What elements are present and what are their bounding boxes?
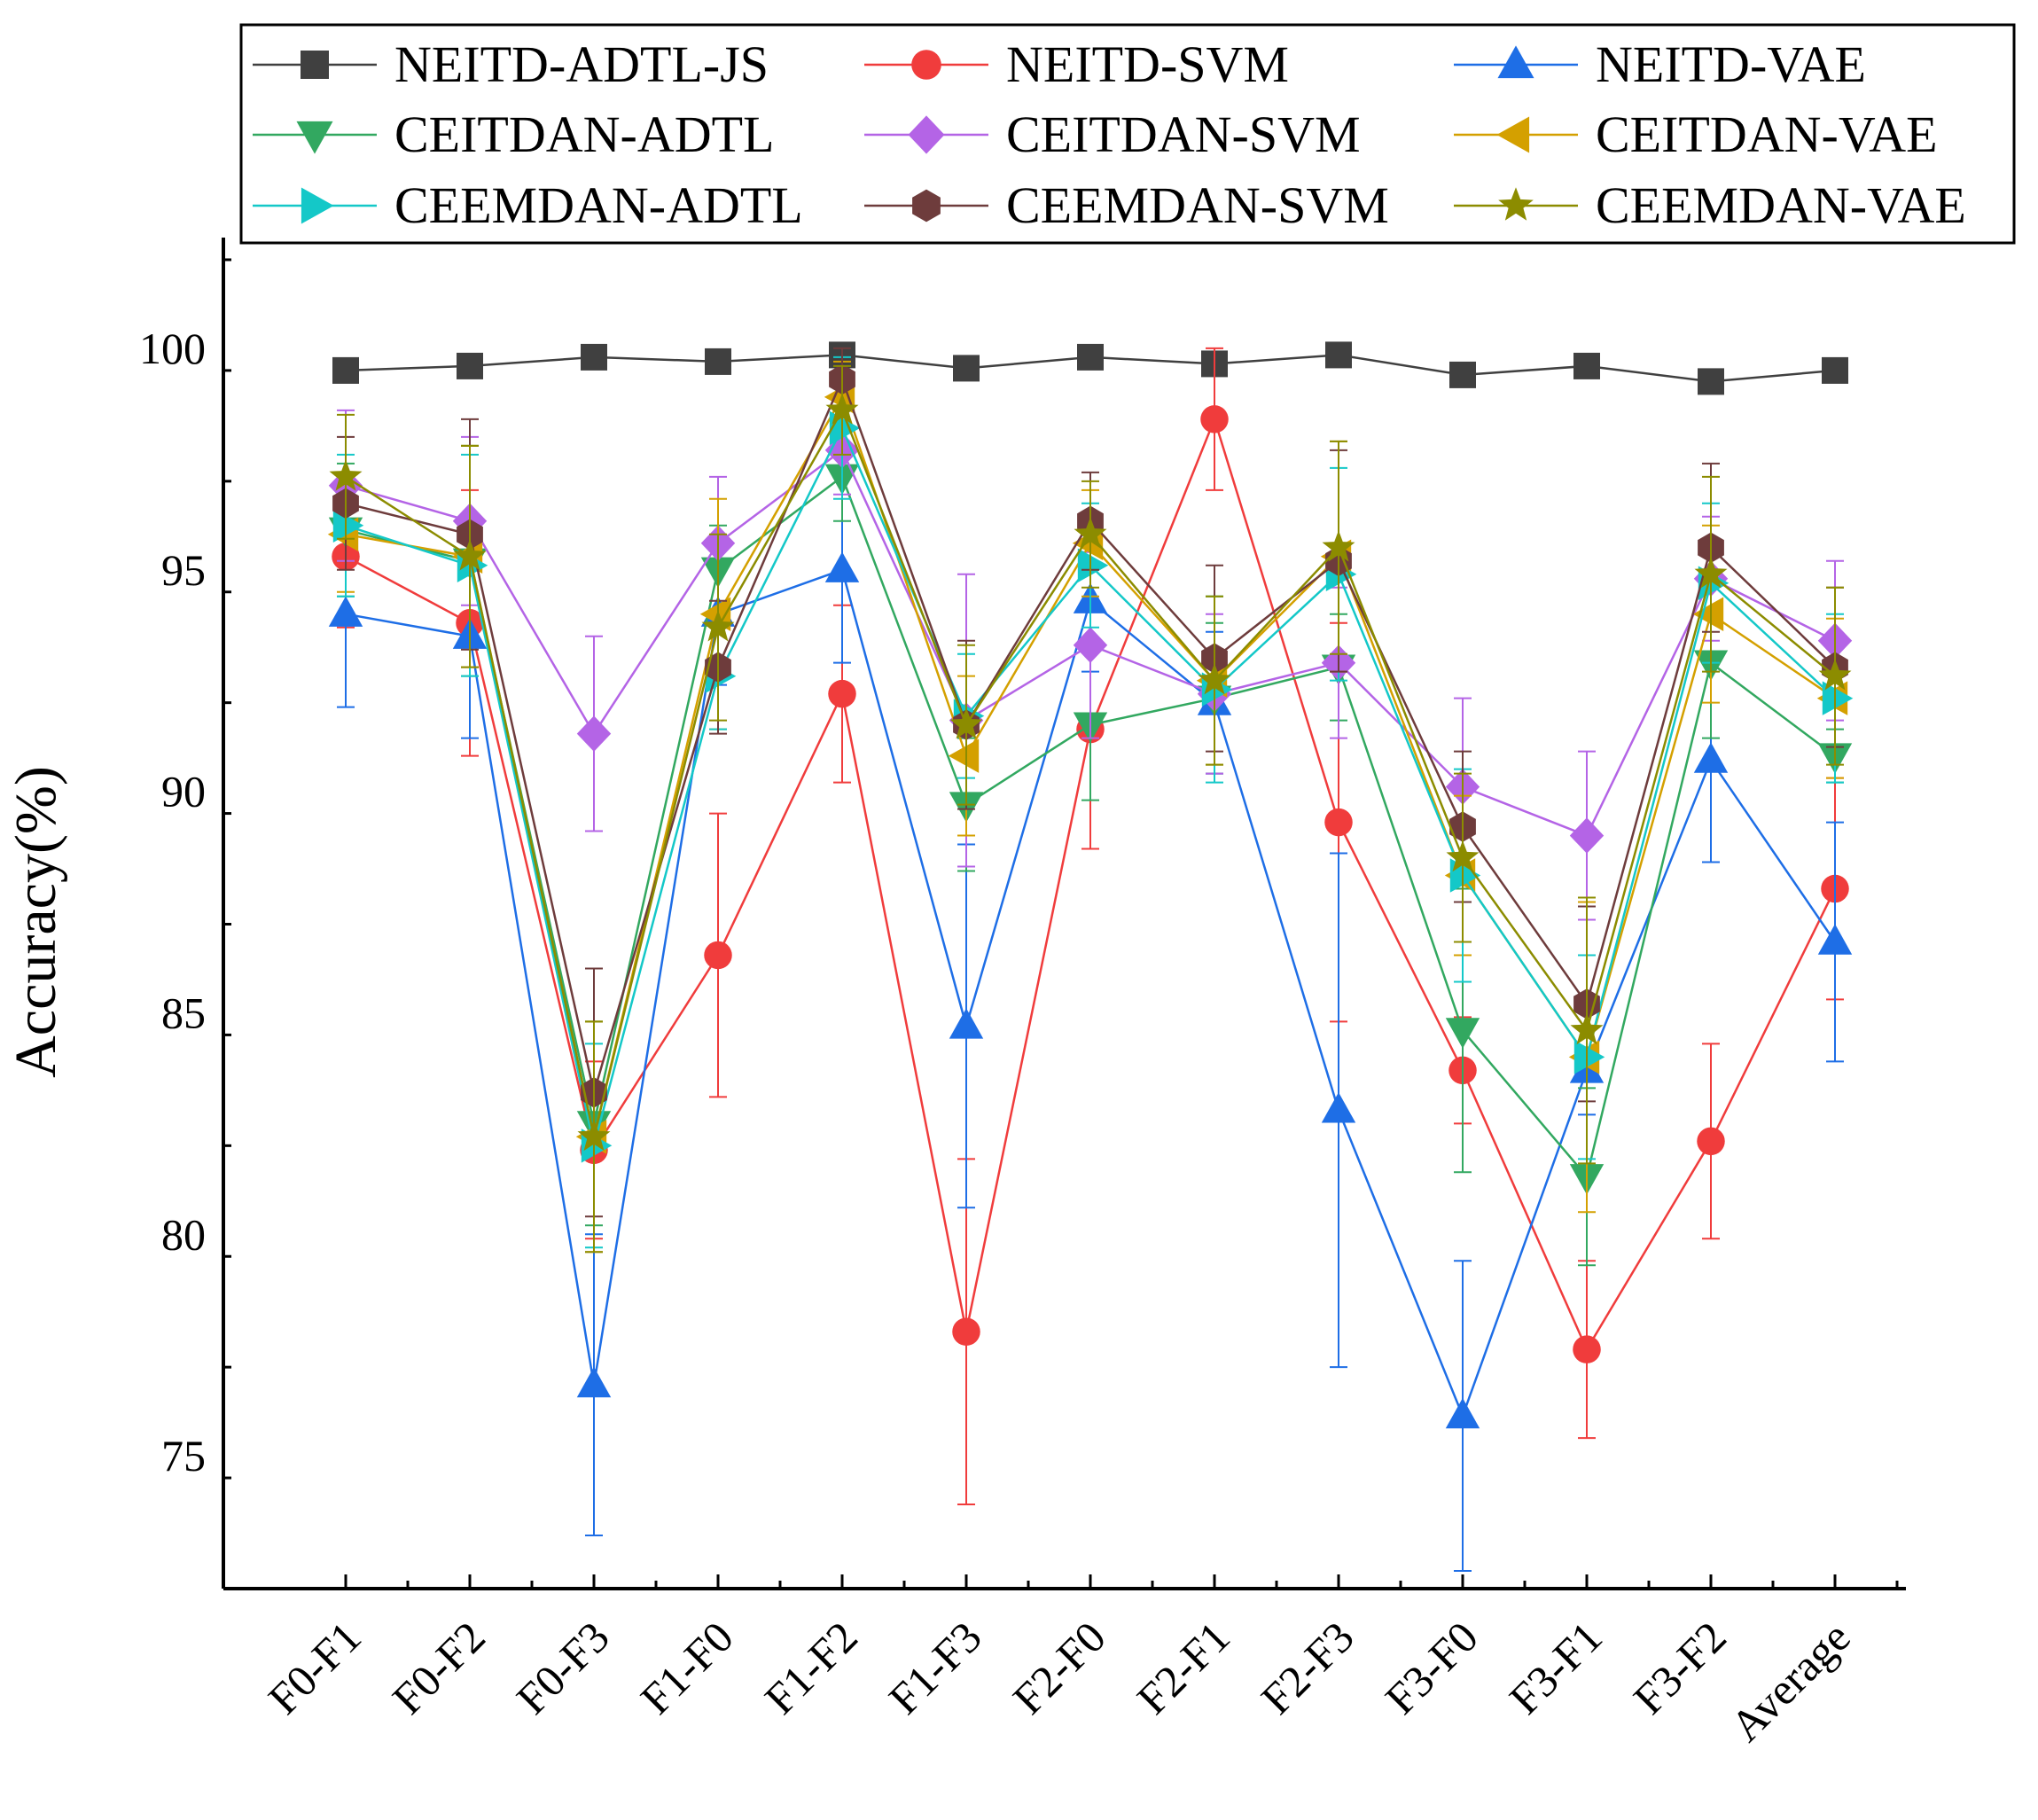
data-point (1573, 1335, 1601, 1363)
data-point (704, 941, 732, 970)
legend-marker (1497, 45, 1534, 79)
data-point (1322, 530, 1355, 562)
x-tick-label: F0-F2 (383, 1612, 495, 1723)
y-tick-label: 80 (161, 1209, 206, 1259)
x-tick-label: F2-F1 (1128, 1612, 1239, 1723)
data-point (1321, 1092, 1356, 1123)
legend-marker (1496, 116, 1530, 153)
data-point (824, 551, 860, 582)
x-tick-label: F0-F3 (507, 1612, 619, 1723)
x-tick-label: F2-F3 (1252, 1612, 1363, 1723)
y-tick-label: 75 (161, 1431, 206, 1480)
y-tick-label: 95 (161, 545, 206, 595)
data-point (1817, 924, 1853, 955)
data-point (1694, 557, 1728, 589)
y-tick-label: 90 (161, 767, 206, 816)
data-point (1198, 663, 1231, 695)
data-point (948, 738, 980, 773)
data-point (1569, 817, 1605, 854)
legend-label: CEITDAN-VAE (1596, 105, 1938, 163)
data-point (1445, 1397, 1480, 1429)
data-point (952, 1317, 980, 1346)
data-point (1074, 517, 1107, 549)
data-point (1697, 1127, 1725, 1156)
data-point (1818, 659, 1852, 691)
legend-marker (911, 50, 941, 80)
x-tick-label: F1-F0 (631, 1612, 743, 1723)
plot-layer (327, 341, 1854, 1573)
legend-marker (912, 189, 941, 223)
legend-label: NEITD-ADTL-JS (394, 35, 769, 93)
data-point (1822, 681, 1854, 715)
y-tick-label: 85 (161, 988, 206, 1037)
data-point (1698, 368, 1724, 395)
data-point (332, 356, 359, 384)
data-point (457, 352, 483, 379)
data-point (1200, 405, 1229, 434)
data-point (1446, 840, 1480, 872)
x-tick-label: F0-F1 (259, 1612, 371, 1723)
x-tick-label: F3-F0 (1376, 1612, 1488, 1723)
data-point (828, 679, 856, 708)
data-point (949, 1008, 984, 1039)
data-point (453, 539, 487, 571)
legend-label: NEITD-VAE (1596, 35, 1866, 93)
data-point (1573, 352, 1600, 379)
data-point (1693, 742, 1729, 773)
data-point (577, 1119, 611, 1152)
x-tick-label: F3-F2 (1624, 1612, 1736, 1723)
data-point (953, 355, 980, 382)
data-point (581, 343, 607, 371)
legend-label: NEITD-SVM (1006, 35, 1289, 93)
legend-marker (908, 115, 945, 154)
data-point (1692, 597, 1724, 631)
legend-box (239, 23, 2016, 245)
data-point (576, 1366, 612, 1398)
legend-label: CEITDAN-SVM (1006, 105, 1361, 163)
data-point (949, 707, 983, 739)
data-point (576, 715, 612, 752)
data-point (328, 596, 363, 627)
legend-label: CEEMDAN-ADTL (394, 176, 803, 234)
x-tick-label: F3-F1 (1500, 1612, 1612, 1723)
data-point (701, 610, 735, 642)
data-point (1073, 627, 1108, 663)
y-tick-label: 100 (139, 324, 206, 373)
data-point (825, 393, 859, 425)
series-ceemdan-vae (329, 364, 1852, 1254)
data-point (1077, 343, 1104, 371)
legend-label: CEEMDAN-SVM (1006, 176, 1389, 234)
data-point (1445, 1018, 1480, 1049)
data-point (705, 348, 731, 375)
data-point (1324, 808, 1353, 837)
x-tick-label: F1-F2 (755, 1612, 867, 1723)
legend-marker (301, 51, 329, 79)
x-tick-label: Average (1721, 1612, 1860, 1751)
x-tick-label: F1-F3 (879, 1612, 991, 1723)
data-point (1570, 1012, 1604, 1045)
legend-label: CEITDAN-ADTL (394, 105, 774, 163)
data-point (332, 508, 364, 543)
data-point (1822, 356, 1848, 384)
legend: NEITD-ADTL-JS NEITD-SVM NEITD-VAE CEITDAN-A… (239, 23, 2016, 245)
y-axis-label: Accuracy(%) (4, 766, 68, 1078)
series-neitd-adtl-js (332, 341, 1848, 395)
legend-marker (296, 121, 333, 154)
data-point (1573, 1040, 1605, 1074)
data-point (329, 459, 363, 491)
legend-marker (1498, 187, 1534, 221)
data-point (1077, 548, 1109, 582)
data-point (1325, 341, 1352, 369)
legend-label: CEEMDAN-VAE (1596, 176, 1966, 234)
x-tick-label: F2-F0 (1003, 1612, 1115, 1723)
series-ceitdan-vae (327, 360, 1848, 1254)
legend-marker (301, 187, 334, 224)
data-point (1449, 361, 1476, 388)
